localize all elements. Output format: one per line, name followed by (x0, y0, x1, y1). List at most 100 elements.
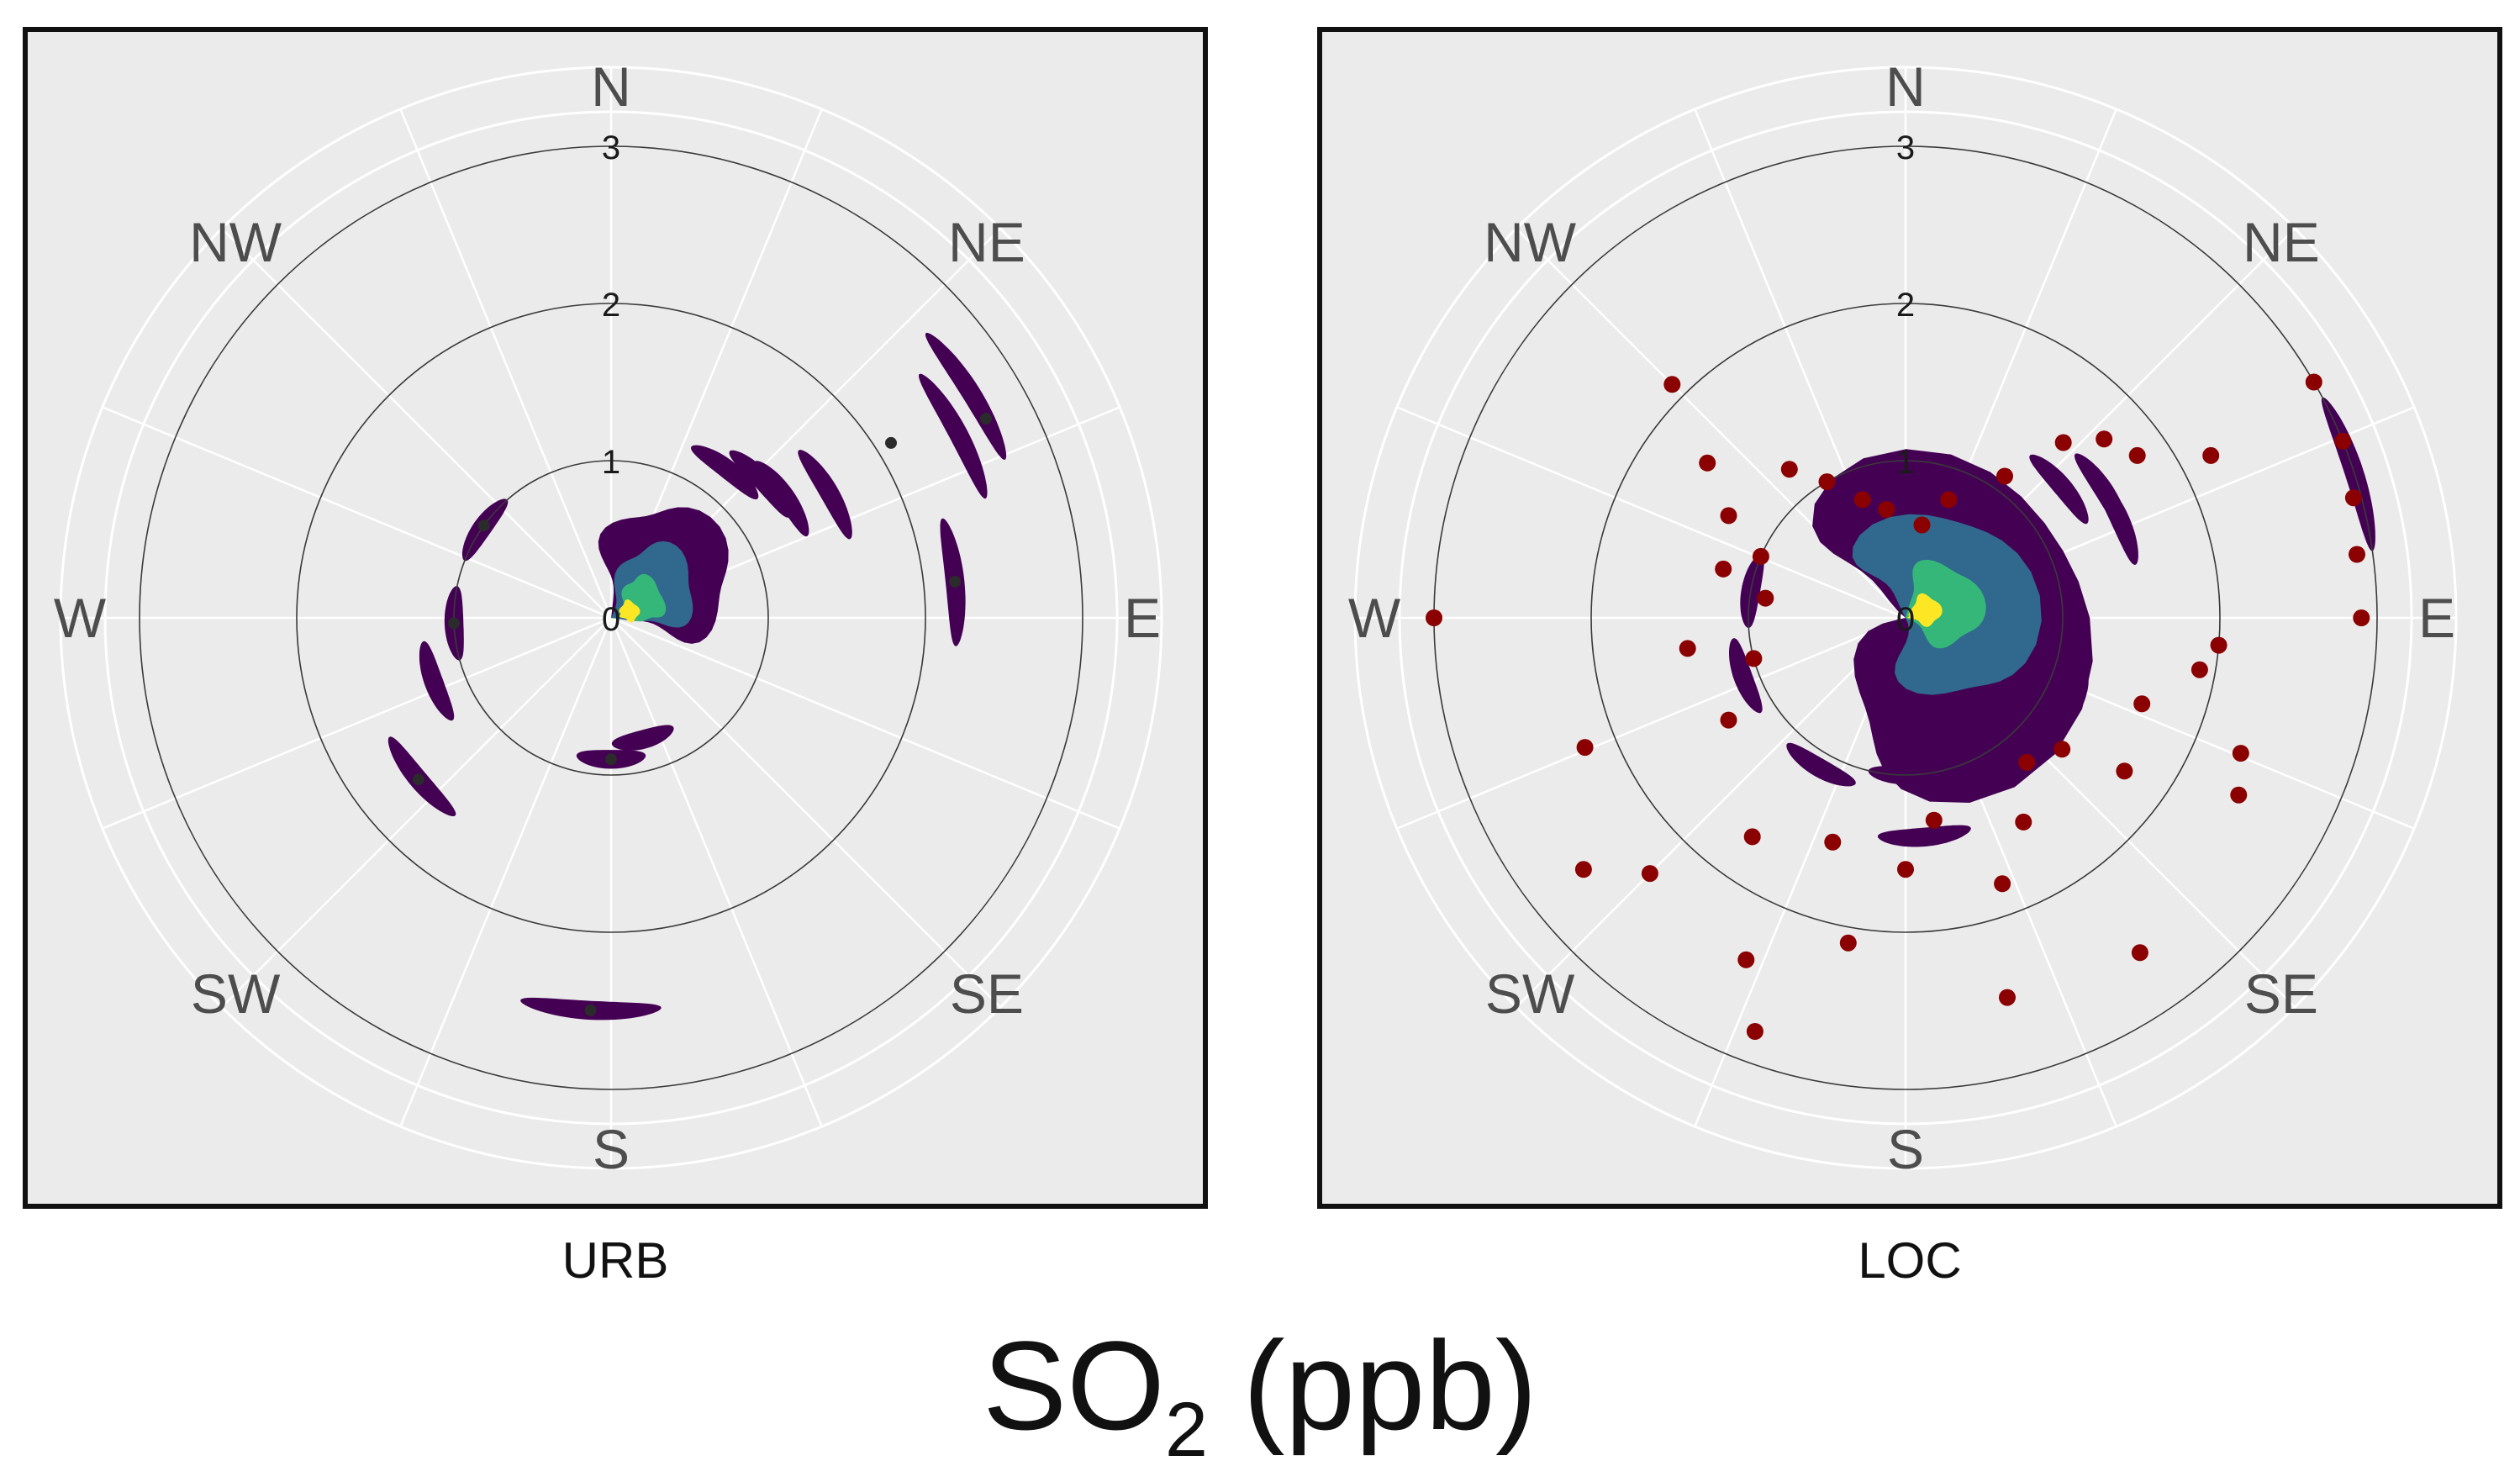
urb-direction-label-ne: NE (948, 211, 1025, 273)
urb-data-point (448, 617, 461, 630)
loc-data-point (1720, 711, 1737, 729)
loc-data-point (2015, 813, 2032, 831)
urb-radial-tick-label: 3 (602, 129, 620, 166)
panel-urb-strip-label: URB (562, 1232, 669, 1289)
loc-direction-label-ne: NE (2243, 211, 2320, 273)
urb-direction-label-w: W (54, 587, 107, 649)
loc-data-point (1574, 861, 1592, 878)
loc-data-point (1913, 516, 1931, 534)
loc-data-point (1752, 547, 1769, 565)
loc-data-point (1699, 454, 1716, 472)
loc-direction-label-sw: SW (1485, 963, 1575, 1025)
loc-grid-spoke (1396, 406, 1906, 620)
loc-data-point (2131, 944, 2148, 962)
urb-direction-label-se: SE (950, 963, 1024, 1025)
panel-urb: 0 1 2 3 N NE E SE S SW W NW URB (23, 27, 1208, 1289)
loc-data-point (1743, 828, 1761, 846)
loc-direction-label-e: E (2418, 587, 2455, 649)
urb-grid-spoke (220, 617, 612, 1009)
loc-data-point (2054, 434, 2072, 451)
loc-data-point (2230, 786, 2248, 804)
loc-data-point (1641, 865, 1658, 883)
loc-data-point (1897, 861, 1914, 878)
urb-grid-spoke (102, 406, 612, 620)
loc-data-point (2018, 753, 2036, 771)
loc-contour-streak (2092, 475, 2138, 565)
loc-grid-spoke (1396, 616, 1906, 830)
figure-title-subscript: 2 (1165, 1387, 1208, 1473)
loc-contour-streak (2043, 672, 2089, 747)
urb-radial-tick-label: 2 (602, 287, 620, 324)
loc-data-point (1745, 650, 1763, 667)
loc-data-point (2305, 373, 2322, 391)
loc-data-point (2053, 741, 2071, 758)
loc-data-point (2096, 430, 2113, 448)
urb-direction-label-nw: NW (189, 211, 282, 273)
loc-data-point (1824, 833, 1842, 851)
urb-data-point (584, 1004, 597, 1016)
loc-contour-level-4 (1906, 593, 1943, 627)
loc-data-point (1780, 461, 1798, 478)
urb-contour-streak (919, 373, 988, 499)
loc-contour-streak (1729, 638, 1763, 714)
loc-data-point (1940, 491, 1958, 509)
loc-contour-streak (2029, 454, 2089, 525)
loc-data-point (2128, 446, 2146, 464)
loc-data-point (1853, 491, 1871, 509)
loc-data-point (2349, 546, 2365, 563)
loc-contour-streak (1786, 742, 1856, 787)
loc-data-point (1757, 589, 1774, 607)
urb-axis-ring-3 (139, 145, 1083, 1090)
urb-contour-streak (691, 445, 759, 500)
loc-axis-ring-2 (1590, 303, 2221, 933)
loc-direction-label-w: W (1348, 587, 1401, 649)
figure-title-suffix: (ppb) (1208, 1315, 1537, 1456)
figure-title-prefix: SO (983, 1315, 1165, 1456)
urb-grid-spoke (609, 617, 823, 1127)
urb-radial-tick-label: 1 (602, 444, 620, 481)
loc-direction-label-s: S (1887, 1118, 1924, 1180)
loc-data-point (1818, 473, 1836, 491)
urb-grid-spoke (220, 227, 612, 619)
loc-data-point (1746, 1023, 1763, 1040)
loc-data-point (1720, 507, 1737, 525)
urb-contour-streak (729, 450, 791, 518)
urb-grid-spoke (610, 616, 1120, 830)
loc-data-point (1839, 934, 1857, 952)
urb-data-point (885, 436, 897, 449)
loc-data-point (1715, 560, 1732, 578)
urb-data-point (477, 519, 490, 532)
loc-radial-tick-label: 1 (1896, 444, 1915, 481)
loc-direction-label-se: SE (2244, 963, 2318, 1025)
loc-data-point (1999, 989, 2016, 1006)
panel-loc-strip-label: LOC (1858, 1232, 1961, 1289)
loc-contour-streak (2321, 397, 2375, 551)
loc-data-point (1996, 467, 2013, 485)
urb-contour-streak (798, 450, 852, 540)
urb-data-point (412, 773, 424, 786)
loc-radial-tick-label: 2 (1896, 287, 1915, 324)
urb-direction-label-n: N (591, 55, 631, 118)
loc-contour-streak (1740, 554, 1764, 628)
loc-data-point (1576, 739, 1594, 757)
loc-data-point (2116, 762, 2133, 780)
loc-data-point (2353, 609, 2370, 626)
loc-contour-streak (1949, 730, 2015, 773)
loc-data-point (2232, 745, 2249, 762)
urb-axis-ring-2 (296, 303, 926, 933)
loc-data-point (2334, 432, 2352, 450)
loc-data-point (2191, 661, 2208, 678)
panel-urb-plot: 0 1 2 3 N NE E SE S SW W NW (54, 55, 1163, 1180)
urb-direction-label-sw: SW (191, 963, 281, 1025)
loc-data-point (1737, 951, 1755, 968)
figure-title: SO2 (ppb) (983, 1315, 1537, 1473)
loc-data-point (2202, 446, 2220, 464)
urb-grid-spoke (610, 617, 1002, 1009)
urb-contour-level-4 (619, 599, 641, 623)
panel-loc-plot: 0 1 2 3 N NE E SE S SW W NW (1348, 55, 2458, 1180)
urb-direction-label-e: E (1124, 587, 1161, 649)
panel-loc: 0 1 2 3 N NE E SE S SW W NW LOC (1317, 27, 2502, 1289)
urb-grid-spoke (102, 616, 612, 830)
loc-data-point (2210, 636, 2227, 654)
